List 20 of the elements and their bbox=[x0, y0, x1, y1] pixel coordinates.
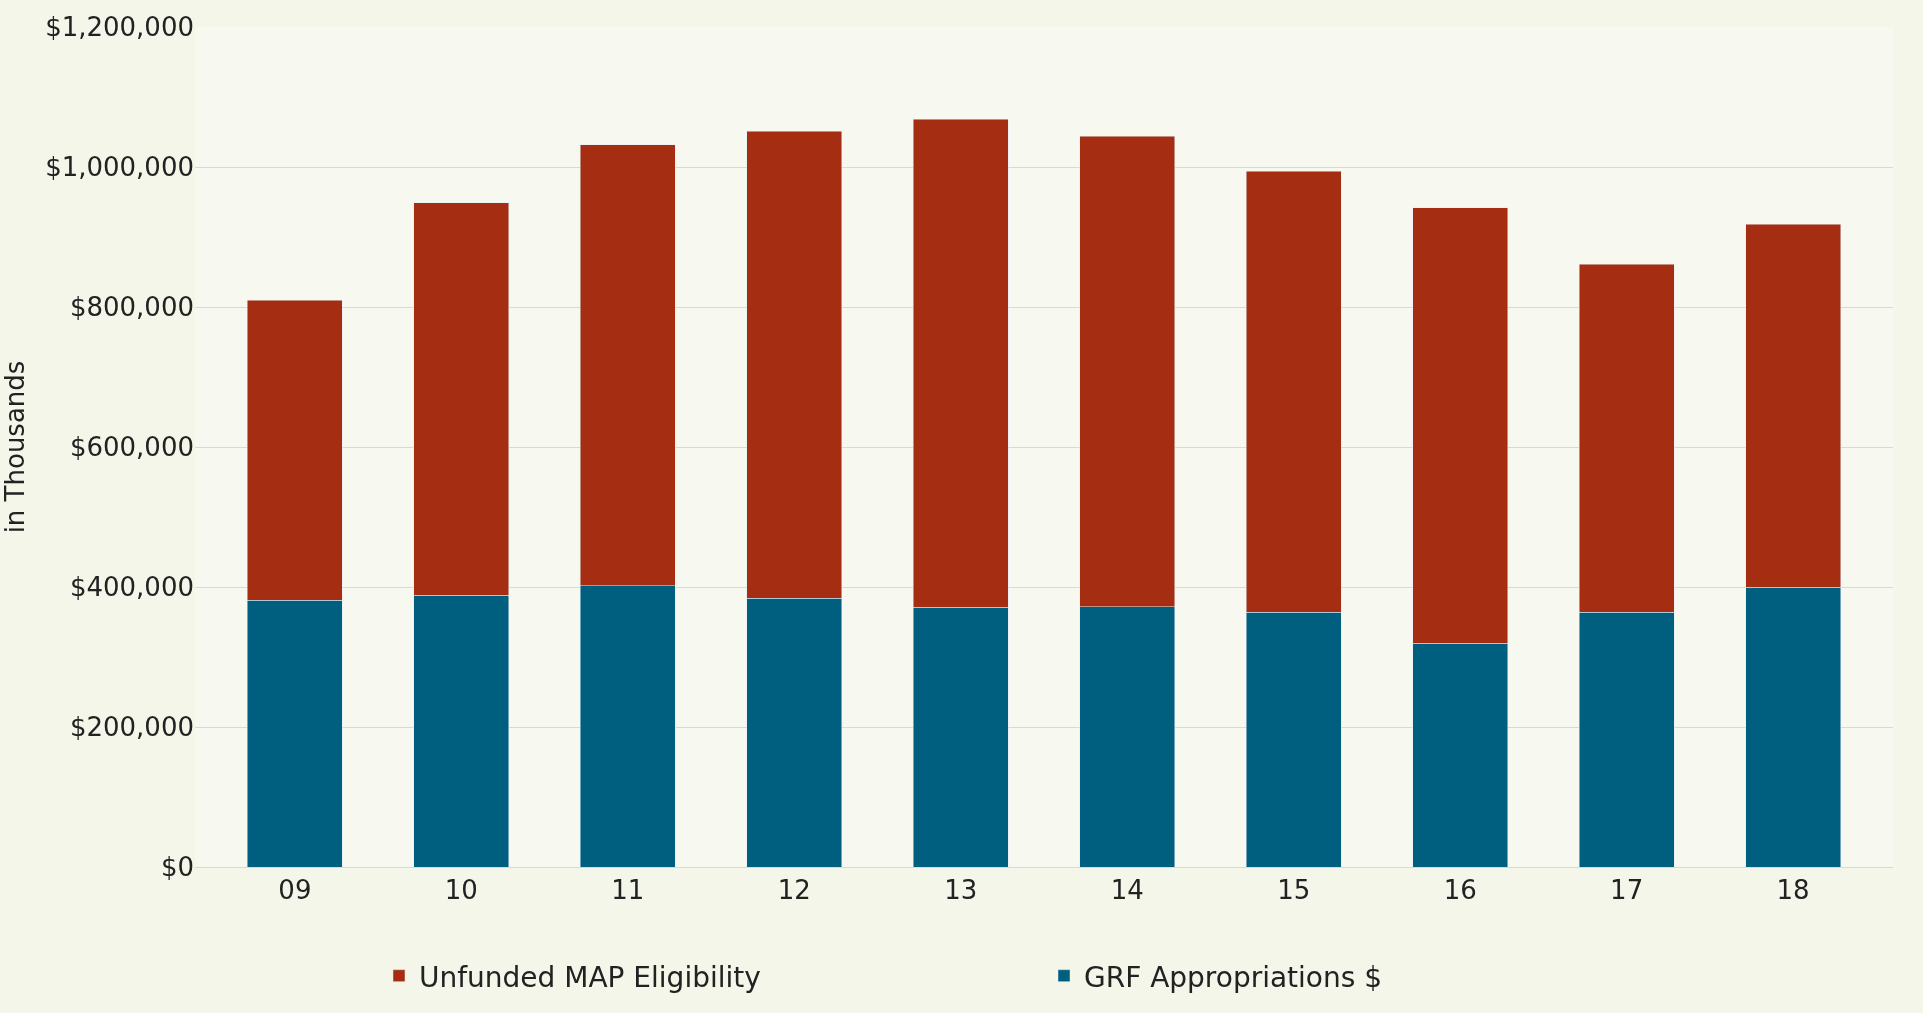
x-tick-label: 09 bbox=[278, 875, 312, 906]
x-tick-label: 12 bbox=[777, 875, 811, 906]
x-tick-label: 17 bbox=[1610, 875, 1644, 906]
x-tick-label: 16 bbox=[1443, 875, 1477, 906]
y-tick-label: $0 bbox=[160, 852, 194, 883]
legend-label: GRF Appropriations $ bbox=[1084, 960, 1383, 994]
x-tick-label: 14 bbox=[1110, 875, 1144, 906]
y-tick-label: $800,000 bbox=[69, 292, 194, 323]
y-tick-label: $1,000,000 bbox=[45, 152, 194, 183]
x-tick-label: 18 bbox=[1776, 875, 1810, 906]
legend-label: Unfunded MAP Eligibility bbox=[419, 960, 761, 994]
x-tick-label: 15 bbox=[1277, 875, 1311, 906]
y-tick-label: $200,000 bbox=[69, 712, 194, 743]
y-tick-label: $1,200,000 bbox=[45, 12, 194, 43]
y-tick-label: $600,000 bbox=[69, 432, 194, 463]
x-tick-label: 11 bbox=[611, 875, 645, 906]
y-tick-label: $400,000 bbox=[69, 572, 194, 603]
x-tick-label: 10 bbox=[444, 875, 478, 906]
x-tick-label: 13 bbox=[944, 875, 978, 906]
y-axis-title: in Thousands bbox=[0, 360, 30, 534]
